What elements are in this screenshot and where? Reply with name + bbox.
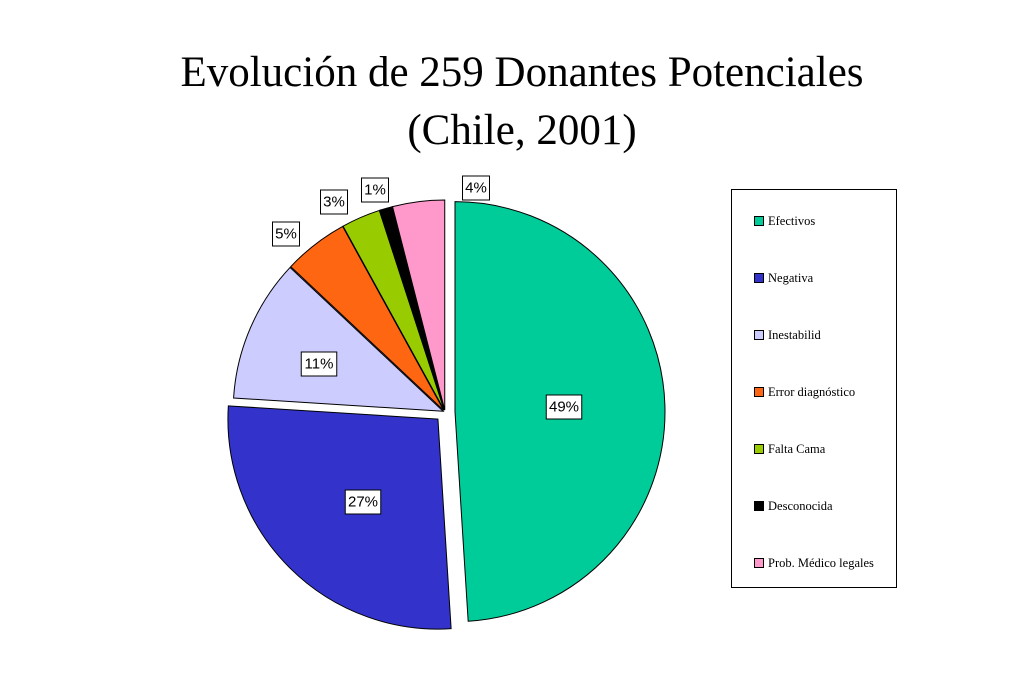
legend-item-desconocida: Desconocida xyxy=(754,498,833,514)
chart-legend: Efectivos Negativa Inestabilid Error diagnó… xyxy=(731,189,897,588)
data-label-negativa: 27% xyxy=(344,489,382,515)
legend-item-falta-cama: Falta Cama xyxy=(754,441,825,457)
data-label-inestabilid: 11% xyxy=(300,351,338,377)
legend-label: Prob. Médico legales xyxy=(768,555,874,570)
legend-item-inestabilid: Inestabilid xyxy=(754,327,821,343)
data-label-falta-cama: 3% xyxy=(320,189,348,215)
svg-text:27%: 27% xyxy=(348,494,378,511)
legend-label: Inestabilid xyxy=(768,327,821,342)
data-label-efectivos: 49% xyxy=(545,394,583,420)
svg-text:3%: 3% xyxy=(323,194,345,211)
svg-text:11%: 11% xyxy=(305,356,334,373)
legend-swatch xyxy=(754,558,764,568)
legend-item-efectivos: Efectivos xyxy=(754,213,815,229)
pie-slice-error-diagnostico xyxy=(289,225,445,411)
legend-swatch xyxy=(754,216,764,226)
svg-text:1%: 1% xyxy=(364,182,386,199)
legend-swatch xyxy=(754,273,764,283)
svg-text:49%: 49% xyxy=(549,399,579,416)
data-label-prob-medico-legales: 4% xyxy=(462,175,490,201)
svg-text:4%: 4% xyxy=(465,180,487,197)
legend-swatch xyxy=(754,387,764,397)
legend-swatch xyxy=(754,501,764,511)
legend-label: Efectivos xyxy=(768,213,816,228)
chart-title: Evolución de 259 Donantes Potenciales (C… xyxy=(0,44,1024,160)
data-label-desconocida: 1% xyxy=(361,177,389,203)
legend-item-error-diagnostico: Error diagnóstico xyxy=(754,384,855,400)
legend-label: Desconocida xyxy=(768,498,833,513)
legend-label: Negativa xyxy=(768,270,814,285)
legend-swatch xyxy=(754,444,764,454)
legend-item-negativa: Negativa xyxy=(754,270,813,286)
legend-swatch xyxy=(754,330,764,340)
data-label-error-diagnostico: 5% xyxy=(272,221,300,247)
pie-slice-negativa xyxy=(227,405,452,630)
pie-slice-inestabilid xyxy=(233,266,445,412)
chart-title-line-1: Evolución de 259 Donantes Potenciales xyxy=(180,49,864,96)
legend-label: Falta Cama xyxy=(768,441,826,456)
chart-title-line-2: (Chile, 2001) xyxy=(407,107,637,154)
pie-slice-prob-medico-legales xyxy=(391,199,446,411)
legend-item-prob-medico-legales: Prob. Médico legales xyxy=(754,555,874,571)
svg-text:5%: 5% xyxy=(275,226,297,243)
legend-label: Error diagnóstico xyxy=(768,384,856,399)
